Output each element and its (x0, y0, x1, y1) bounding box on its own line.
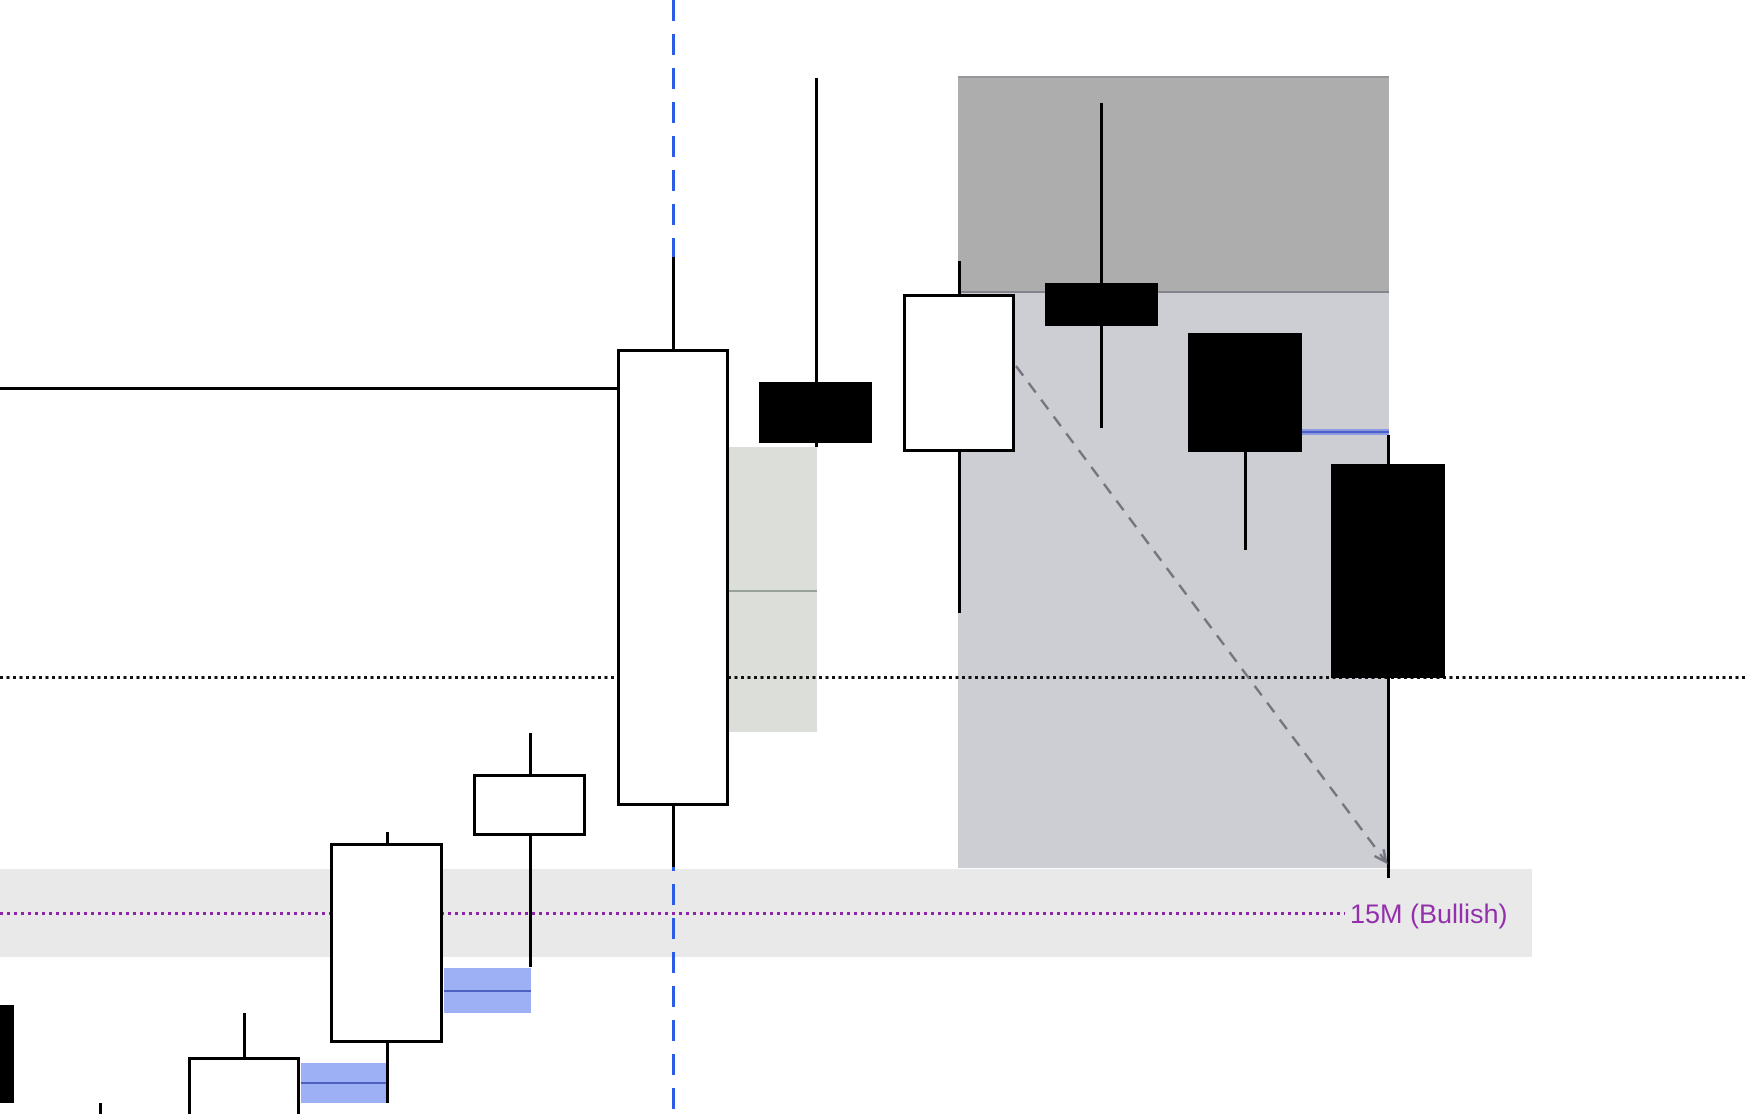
candle-11-wick-down (1386, 678, 1390, 878)
candle-08-body (903, 294, 1015, 452)
supply-zone-upper[interactable] (958, 76, 1389, 293)
demand-band-1-line (444, 990, 531, 992)
equilibrium-dotted-line[interactable] (0, 675, 1746, 679)
candle-05-body (473, 774, 586, 836)
candle-01-body (0, 1005, 14, 1103)
candle-11-body (1331, 464, 1445, 678)
candle-09-wick-up (1099, 103, 1103, 283)
fvg-zone[interactable] (729, 447, 817, 732)
candle-05-wick-up (528, 733, 532, 774)
candle-03-body (188, 1057, 300, 1114)
candle-08-wick-up (957, 261, 961, 294)
fvg-zone-midline (729, 590, 817, 592)
poi-level-segment-core (1302, 431, 1389, 433)
candle-03-wick-up (242, 1013, 246, 1057)
candle-04-wick-up (385, 832, 389, 843)
htf-bias-label[interactable]: 15M (Bullish) (1350, 899, 1508, 929)
demand-band-2-line (301, 1082, 388, 1084)
candle-02-wick-down (98, 1103, 102, 1114)
candle-04-body (330, 843, 443, 1043)
candle-10-wick-down (1243, 452, 1247, 550)
candle-06-body (617, 349, 729, 806)
candle-07-body (759, 382, 872, 443)
open-price-line[interactable] (0, 386, 617, 390)
candle-09-body (1045, 283, 1158, 326)
candle-07-wick-down (814, 443, 818, 447)
candle-08-wick-down (957, 452, 961, 613)
candle-04-wick-down (385, 1043, 389, 1103)
candle-07-wick-up (814, 78, 818, 382)
candle-06-wick-up (671, 257, 675, 349)
candle-05-wick-down (528, 836, 532, 967)
candle-09-wick-down (1099, 326, 1103, 428)
candle-10-body (1188, 333, 1302, 452)
supply-zone-lower[interactable] (958, 293, 1389, 868)
candle-06-wick-down (671, 806, 675, 867)
candle-11-wick-up (1386, 435, 1390, 464)
